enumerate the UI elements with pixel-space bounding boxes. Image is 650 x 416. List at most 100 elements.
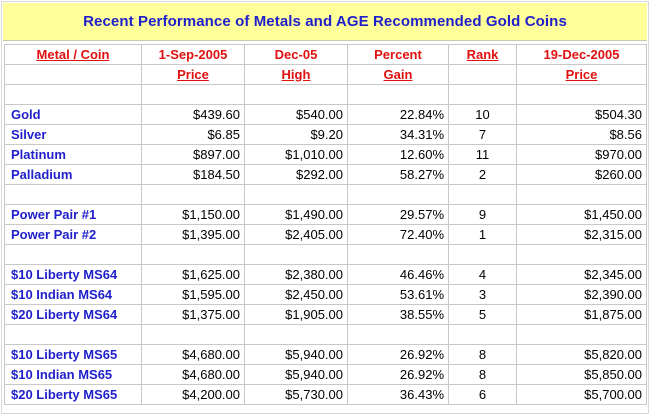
cell-sep-price: $4,680.00 [141, 344, 245, 365]
cell-sep-price: $4,200.00 [141, 384, 245, 405]
cell-dec-price: $5,820.00 [516, 344, 647, 365]
header-gain: Gain [347, 64, 449, 85]
cell-dec-high: $5,730.00 [244, 384, 348, 405]
row-label: Power Pair #1 [4, 204, 142, 225]
header-percent: Percent [347, 44, 449, 65]
cell-gain: 29.57% [347, 204, 449, 225]
cell-sep-price: $184.50 [141, 164, 245, 185]
cell-rank: 4 [448, 264, 517, 285]
header-sep-date: 1-Sep-2005 [141, 44, 245, 65]
row-label: Silver [4, 124, 142, 145]
cell-dec-high: $2,450.00 [244, 284, 348, 305]
header-dec-high: High [244, 64, 348, 85]
cell-dec-price: $5,850.00 [516, 364, 647, 385]
header-dec-date: 19-Dec-2005 [516, 44, 647, 65]
cell-dec-price: $5,700.00 [516, 384, 647, 405]
cell-rank: 9 [448, 204, 517, 225]
cell-rank: 8 [448, 364, 517, 385]
cell-dec-high: $1,490.00 [244, 204, 348, 225]
cell-rank: 3 [448, 284, 517, 305]
cell-dec-high: $9.20 [244, 124, 348, 145]
cell-gain: 26.92% [347, 364, 449, 385]
cell-dec-high: $5,940.00 [244, 364, 348, 385]
cell-dec-high: $540.00 [244, 104, 348, 125]
table-row: $20 Liberty MS64 $1,375.00 $1,905.00 38.… [4, 304, 647, 325]
table-row: Platinum $897.00 $1,010.00 12.60% 11 $97… [4, 144, 647, 165]
table-row: Gold $439.60 $540.00 22.84% 10 $504.30 [4, 104, 647, 125]
cell-dec-high: $5,940.00 [244, 344, 348, 365]
header-row-1: Metal / Coin 1-Sep-2005 Dec-05 Percent R… [4, 44, 647, 65]
cell-dec-price: $260.00 [516, 164, 647, 185]
cell-dec-high: $1,905.00 [244, 304, 348, 325]
cell-rank: 7 [448, 124, 517, 145]
cell-sep-price: $1,150.00 [141, 204, 245, 225]
row-label: $10 Liberty MS65 [4, 344, 142, 365]
cell-dec-high: $1,010.00 [244, 144, 348, 165]
performance-table: Metal / Coin 1-Sep-2005 Dec-05 Percent R… [4, 44, 647, 405]
header-metal-coin: Metal / Coin [4, 44, 142, 65]
row-label: Platinum [4, 144, 142, 165]
table-row: $20 Liberty MS65 $4,200.00 $5,730.00 36.… [4, 384, 647, 405]
title-bar: Recent Performance of Metals and AGE Rec… [3, 3, 647, 41]
cell-rank: 6 [448, 384, 517, 405]
cell-dec-high: $2,405.00 [244, 224, 348, 245]
cell-rank: 1 [448, 224, 517, 245]
cell-sep-price: $1,625.00 [141, 264, 245, 285]
row-label: $10 Liberty MS64 [4, 264, 142, 285]
row-label: $20 Liberty MS65 [4, 384, 142, 405]
cell-sep-price: $1,595.00 [141, 284, 245, 305]
header-dec-month: Dec-05 [244, 44, 348, 65]
cell-gain: 12.60% [347, 144, 449, 165]
row-label: $10 Indian MS65 [4, 364, 142, 385]
cell-rank: 5 [448, 304, 517, 325]
cell-dec-high: $292.00 [244, 164, 348, 185]
cell-gain: 72.40% [347, 224, 449, 245]
cell-gain: 53.61% [347, 284, 449, 305]
cell-dec-price: $504.30 [516, 104, 647, 125]
cell-dec-high: $2,380.00 [244, 264, 348, 285]
table-row: Palladium $184.50 $292.00 58.27% 2 $260.… [4, 164, 647, 185]
cell-gain: 22.84% [347, 104, 449, 125]
cell-sep-price: $897.00 [141, 144, 245, 165]
header-empty-cell [4, 64, 142, 85]
header-row-2: Price High Gain Price [4, 64, 647, 85]
cell-dec-price: $1,875.00 [516, 304, 647, 325]
spacer-row [4, 324, 647, 345]
cell-gain: 26.92% [347, 344, 449, 365]
spacer-row [4, 84, 647, 105]
cell-gain: 46.46% [347, 264, 449, 285]
spacer-row [4, 244, 647, 265]
table-row: $10 Liberty MS64 $1,625.00 $2,380.00 46.… [4, 264, 647, 285]
header-rank: Rank [448, 44, 517, 65]
cell-gain: 38.55% [347, 304, 449, 325]
cell-sep-price: $1,395.00 [141, 224, 245, 245]
header-sep-price: Price [141, 64, 245, 85]
cell-dec-price: $2,315.00 [516, 224, 647, 245]
header-dec-price: Price [516, 64, 647, 85]
header-empty-cell [448, 64, 517, 85]
cell-gain: 36.43% [347, 384, 449, 405]
cell-sep-price: $6.85 [141, 124, 245, 145]
table-title: Recent Performance of Metals and AGE Rec… [83, 13, 567, 30]
row-label: Gold [4, 104, 142, 125]
table-row: Power Pair #1 $1,150.00 $1,490.00 29.57%… [4, 204, 647, 225]
table-row: $10 Indian MS64 $1,595.00 $2,450.00 53.6… [4, 284, 647, 305]
cell-sep-price: $439.60 [141, 104, 245, 125]
row-label: $10 Indian MS64 [4, 284, 142, 305]
cell-dec-price: $8.56 [516, 124, 647, 145]
spacer-row [4, 184, 647, 205]
cell-rank: 8 [448, 344, 517, 365]
cell-rank: 2 [448, 164, 517, 185]
cell-dec-price: $2,345.00 [516, 264, 647, 285]
cell-dec-price: $1,450.00 [516, 204, 647, 225]
cell-dec-price: $2,390.00 [516, 284, 647, 305]
table-row: Power Pair #2 $1,395.00 $2,405.00 72.40%… [4, 224, 647, 245]
cell-gain: 34.31% [347, 124, 449, 145]
cell-sep-price: $4,680.00 [141, 364, 245, 385]
cell-dec-price: $970.00 [516, 144, 647, 165]
cell-rank: 10 [448, 104, 517, 125]
cell-rank: 11 [448, 144, 517, 165]
table-row: $10 Indian MS65 $4,680.00 $5,940.00 26.9… [4, 364, 647, 385]
cell-gain: 58.27% [347, 164, 449, 185]
